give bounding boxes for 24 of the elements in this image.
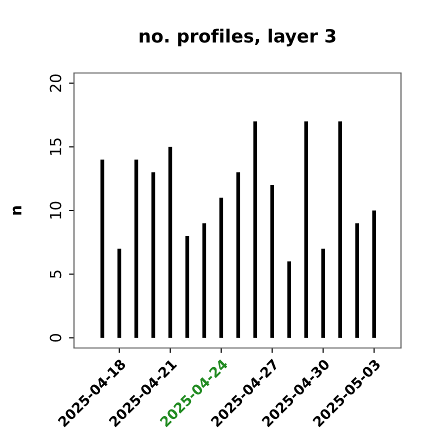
y-tick-label: 5 [50, 270, 62, 278]
y-axis-title: n [12, 206, 22, 215]
bar [287, 261, 292, 338]
bar [168, 146, 172, 338]
y-tick-label: 15 [50, 138, 62, 155]
y-tick-label: 20 [50, 74, 62, 92]
bar [134, 160, 138, 338]
bar [253, 121, 258, 338]
bar [270, 185, 274, 338]
bar [202, 223, 206, 338]
bar [236, 172, 240, 338]
bar [151, 172, 156, 338]
bar [219, 198, 224, 338]
bar [355, 223, 359, 338]
bar [185, 236, 190, 338]
y-tick-label: 0 [50, 334, 62, 342]
bar [321, 248, 326, 338]
bar [100, 160, 104, 338]
bar [372, 210, 376, 338]
bar [117, 248, 122, 338]
chart-title: no. profiles, layer 3 [140, 28, 336, 46]
bar [304, 121, 308, 338]
bar [338, 121, 342, 338]
y-tick-label: 10 [50, 202, 62, 219]
